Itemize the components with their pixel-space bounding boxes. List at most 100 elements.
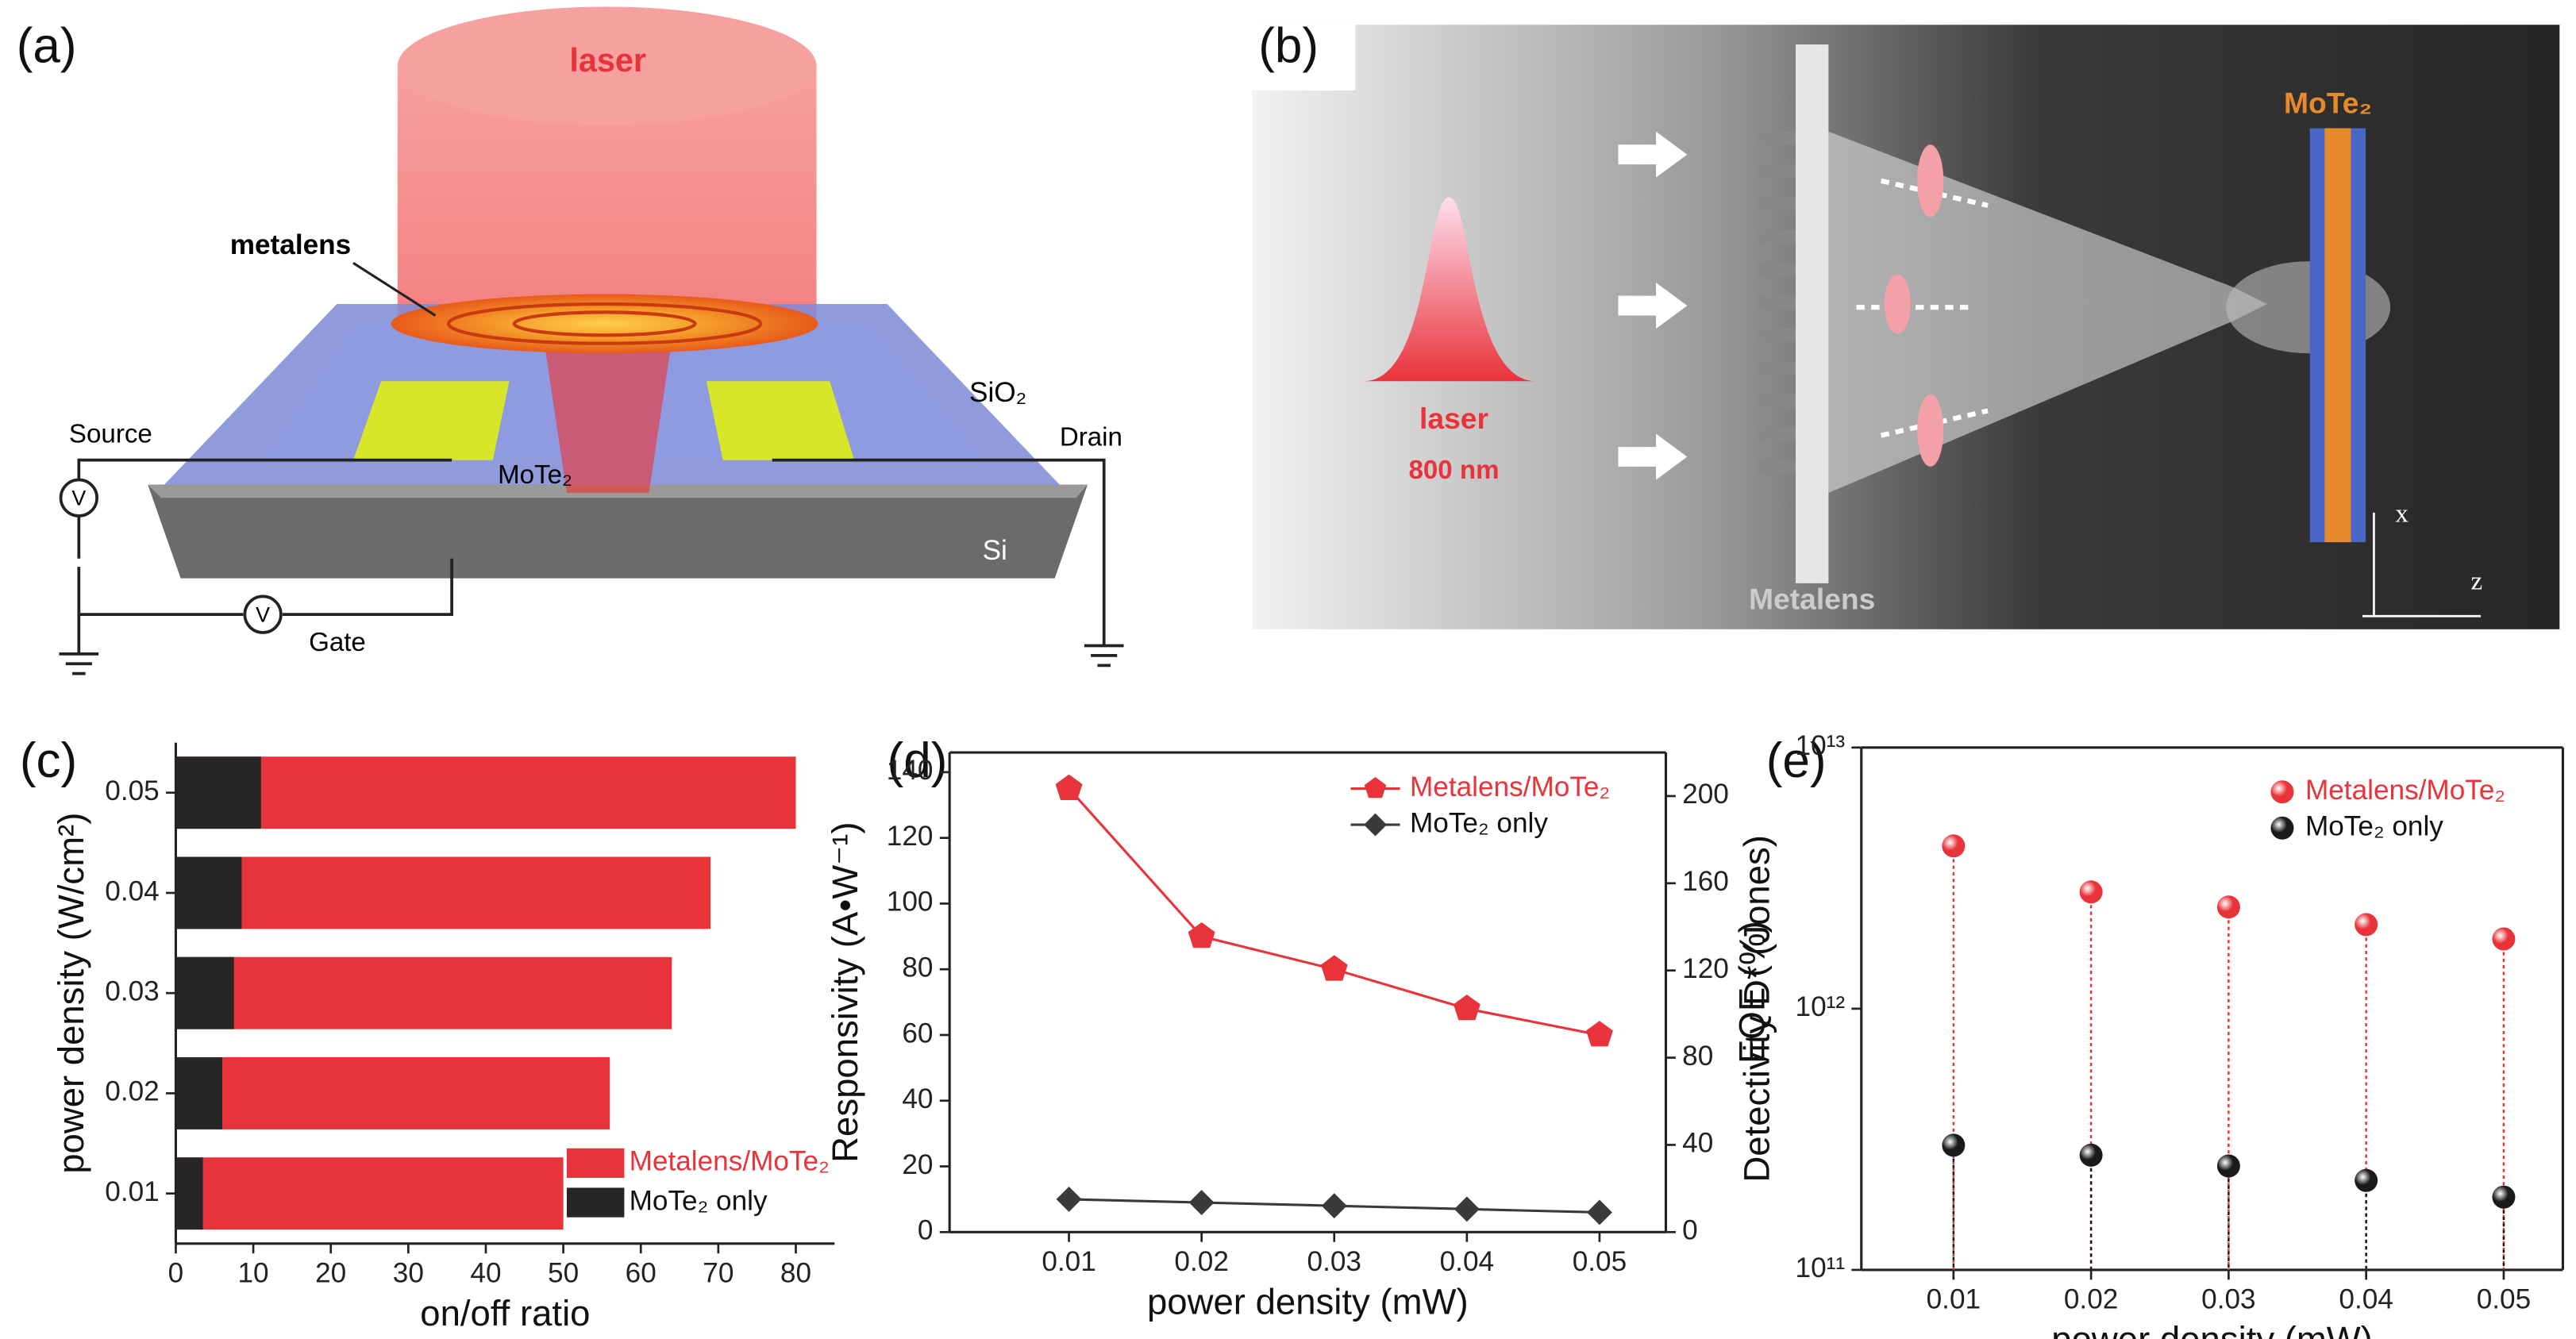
marker	[1188, 922, 1215, 948]
y-axis-label: Responsivity (A•W⁻¹)	[825, 821, 865, 1162]
x-tick-label: 0.01	[1927, 1284, 1981, 1315]
x-tick-label: 0	[168, 1257, 184, 1288]
y-tick-label: 0.05	[105, 775, 159, 806]
panel-label: (d)	[888, 733, 948, 788]
axis-x-label: x	[2395, 499, 2409, 529]
si-substrate	[148, 484, 1088, 579]
marker	[2355, 1168, 2378, 1192]
y-tick-label: 120	[887, 821, 934, 852]
y-tick-label: 140	[887, 755, 934, 786]
mote2-label: MoTe₂	[2284, 86, 2372, 119]
panel-label: (b)	[1258, 19, 1319, 74]
x-tick-label: 40	[470, 1257, 501, 1288]
pulse	[1884, 274, 1911, 334]
marker	[1056, 1186, 1082, 1212]
mote2-label: MoTe₂	[498, 460, 572, 490]
laser-top	[397, 6, 817, 125]
y-tick-label: 80	[902, 952, 933, 983]
y-tick-label: 10¹³	[1796, 730, 1846, 761]
x-tick-label: 80	[780, 1257, 811, 1288]
metalens-bar	[1795, 44, 1829, 583]
x-tick-label: 10	[238, 1257, 269, 1288]
voltmeter-label: V	[256, 602, 270, 626]
x-tick-label: 0.02	[2064, 1284, 2118, 1315]
y-tick-label: 0.01	[105, 1176, 159, 1207]
metalens-label: Metalens	[1749, 582, 1875, 615]
y-tick-label: 80	[1682, 1041, 1713, 1072]
si-label: Si	[983, 535, 1007, 566]
voltmeter-label: V	[71, 486, 86, 510]
y-tick-label: 100	[887, 887, 934, 918]
x-tick-label: 0.05	[1573, 1246, 1627, 1277]
marker	[1453, 995, 1481, 1021]
legend-marker	[1364, 777, 1387, 798]
y-tick-label: 120	[1682, 953, 1729, 984]
y-tick-label: 0	[1682, 1215, 1698, 1246]
bar	[175, 856, 711, 929]
x-tick-label: 0.03	[1307, 1246, 1361, 1277]
legend-label: Metalens/MoTe₂	[2305, 775, 2505, 806]
x-tick-label: 0.03	[2201, 1284, 2255, 1315]
marker	[1454, 1196, 1480, 1222]
metalens-ring	[446, 302, 763, 345]
x-tick-label: 0.04	[2339, 1284, 2393, 1315]
grating	[1758, 131, 1796, 474]
marker	[2216, 1154, 2240, 1178]
marker	[1586, 1199, 1612, 1225]
device-diagram: laser metalens SiO₂ Source Drain MoTe₂ S…	[59, 6, 1124, 675]
x-tick-label: 70	[703, 1257, 734, 1288]
bar	[175, 1157, 203, 1230]
legend-label: MoTe₂ only	[1410, 807, 1548, 838]
legend-label: Metalens/MoTe₂	[1410, 771, 1610, 802]
bar	[175, 1056, 610, 1129]
pointer	[352, 261, 437, 317]
y-tick-label: 10¹²	[1796, 991, 1846, 1022]
y-tick-label: 40	[1682, 1128, 1713, 1159]
y-tick-label: 0.04	[105, 875, 159, 906]
drain-electrode	[706, 381, 855, 460]
bar	[175, 856, 242, 929]
circuit	[59, 458, 1124, 675]
y-tick-label: 60	[902, 1018, 933, 1048]
x-tick-label: 50	[548, 1257, 579, 1288]
laser-label: laser	[569, 42, 646, 79]
bar	[175, 1157, 564, 1230]
legend-swatch	[566, 1148, 625, 1179]
x-tick-label: 0.05	[2477, 1284, 2531, 1315]
x-axis-label: on/off ratio	[420, 1293, 590, 1333]
x-tick-label: 0.02	[1174, 1246, 1228, 1277]
marker	[1585, 1021, 1613, 1047]
marker	[1320, 955, 1348, 981]
bar	[175, 756, 261, 829]
y-tick-label: 0	[918, 1215, 934, 1246]
sio2-label: SiO₂	[969, 377, 1026, 408]
panel-label: (c)	[20, 733, 77, 788]
y-tick-label: 200	[1682, 779, 1729, 810]
legend-marker	[1364, 813, 1388, 837]
bar	[175, 956, 234, 1029]
marker	[2079, 880, 2103, 904]
mote2-core	[2324, 128, 2351, 543]
bar	[175, 1056, 223, 1129]
metalens-label: metalens	[230, 229, 352, 260]
x-tick-label: 20	[315, 1257, 346, 1288]
drain-label: Drain	[1060, 422, 1122, 452]
dotted-arrows	[1856, 178, 1989, 438]
panel-label: (e)	[1766, 733, 1827, 788]
marker	[2355, 913, 2378, 937]
x-tick-label: 30	[393, 1257, 424, 1288]
marker	[1188, 1190, 1215, 1216]
pulse	[1917, 144, 1944, 217]
y-tick-label: 0.02	[105, 1076, 159, 1107]
pulse	[1917, 394, 1944, 467]
marker	[1942, 1133, 1966, 1157]
marker	[1055, 774, 1083, 800]
marker	[2492, 1185, 2516, 1209]
y-tick-label: 0.03	[105, 975, 159, 1006]
y-tick-label: 20	[902, 1149, 933, 1180]
y-axis-label: power density (W/cm²)	[51, 813, 91, 1174]
x-tick-label: 60	[626, 1257, 657, 1288]
legend-label: Metalens/MoTe₂	[630, 1146, 830, 1177]
source-label: Source	[69, 419, 152, 448]
